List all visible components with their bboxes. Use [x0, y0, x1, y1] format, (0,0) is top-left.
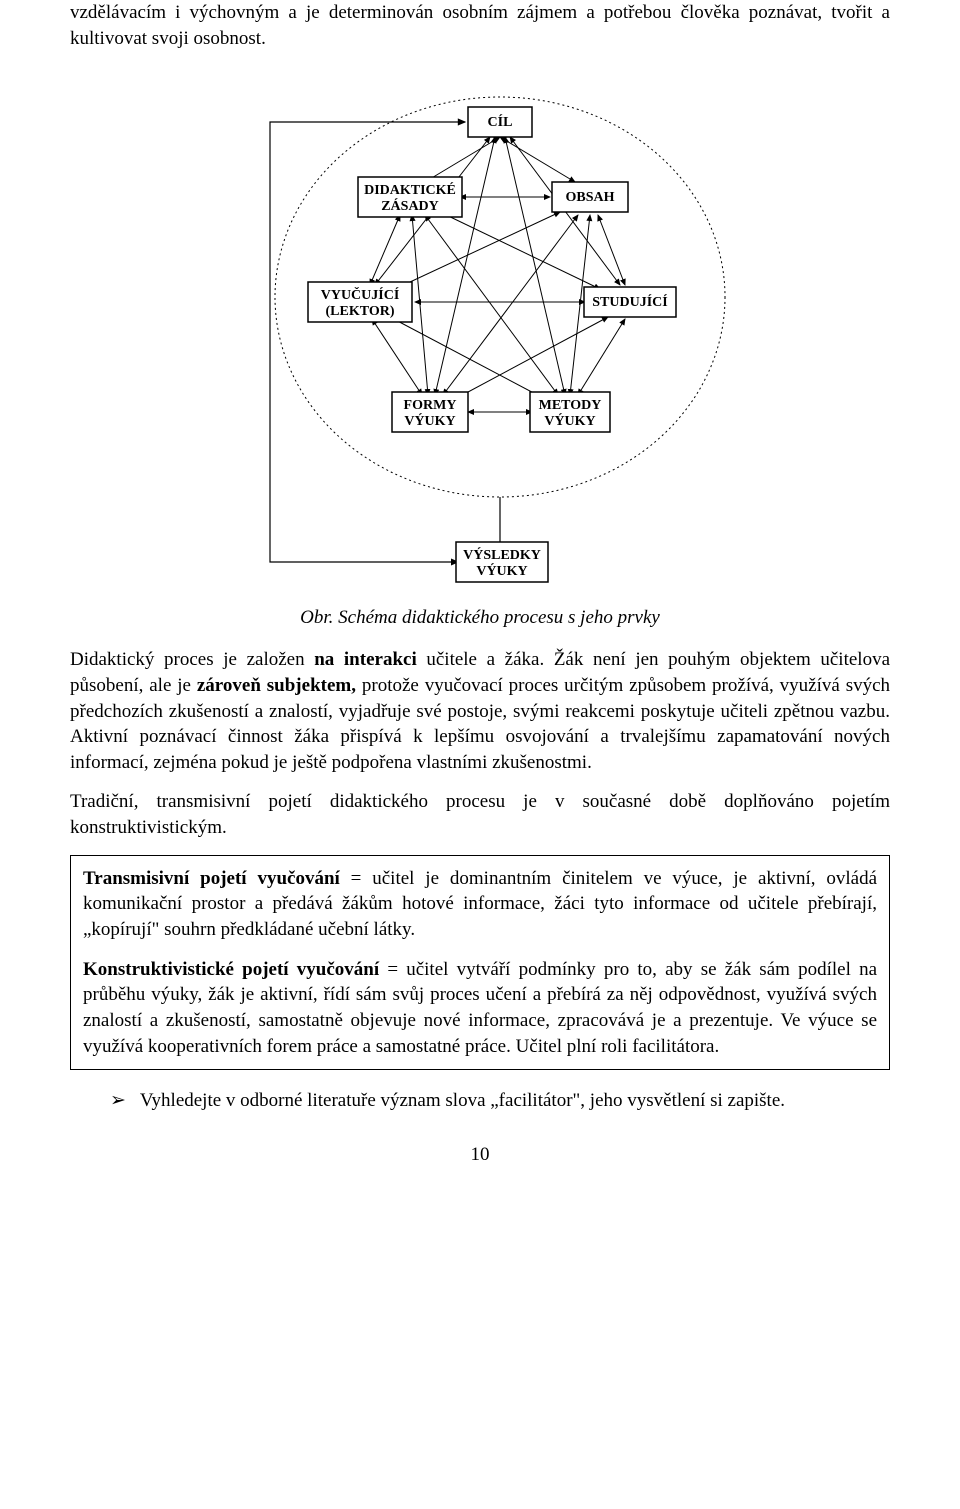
didactic-process-diagram: CÍL DIDAKTICKÉ ZÁSADY OBSAH VYUČUJÍCÍ (L…	[200, 67, 760, 597]
task-text: Vyhledejte v odborné literatuře význam s…	[140, 1088, 785, 1114]
chevron-right-icon: ➢	[110, 1088, 126, 1114]
paragraph-traditional: Tradiční, transmisivní pojetí didaktické…	[70, 789, 890, 840]
caption-text: Schéma didaktického procesu s jeho prvky	[338, 607, 660, 628]
task-bullet: ➢ Vyhledejte v odborné literatuře význam…	[110, 1088, 890, 1114]
node-formy-l1: FORMY	[404, 399, 457, 414]
box-transmisivni: Transmisivní pojetí vyučování = učitel j…	[83, 866, 877, 943]
paragraph-interaction: Didaktický proces je založen na interakc…	[70, 647, 890, 775]
node-cil: CÍL	[488, 114, 513, 131]
node-metody-l2: VÝUKY	[544, 413, 595, 430]
diagram-caption: Obr. Schéma didaktického procesu s jeho …	[70, 607, 890, 629]
node-lektor-l2: (LEKTOR)	[326, 305, 395, 320]
node-zasady-l1: DIDAKTICKÉ	[364, 182, 456, 199]
node-studujici: STUDUJÍCÍ	[592, 294, 667, 311]
node-metody-l1: METODY	[539, 399, 602, 414]
node-vysledky-l1: VÝSLEDKY	[463, 547, 541, 564]
node-formy-l2: VÝUKY	[404, 413, 455, 430]
node-vysledky-l2: VÝUKY	[476, 563, 527, 580]
caption-prefix: Obr.	[300, 607, 338, 628]
definitions-box: Transmisivní pojetí vyučování = učitel j…	[70, 855, 890, 1070]
intro-paragraph: vzdělávacím i výchovným a je determinová…	[70, 0, 890, 51]
node-lektor-l1: VYUČUJÍCÍ	[321, 287, 400, 304]
node-obsah: OBSAH	[565, 191, 614, 206]
page-content: vzdělávacím i výchovným a je determinová…	[0, 0, 960, 1206]
node-zasady-l2: ZÁSADY	[381, 198, 439, 215]
page-number: 10	[70, 1144, 890, 1166]
box-konstruktivisticke: Konstruktivistické pojetí vyučování = uč…	[83, 957, 877, 1060]
